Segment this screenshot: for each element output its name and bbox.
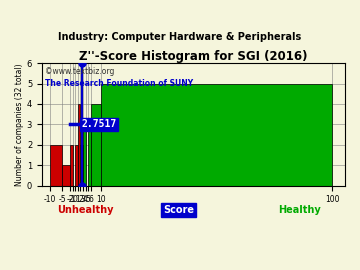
Text: 2.7517: 2.7517: [82, 119, 117, 129]
Text: Healthy: Healthy: [278, 205, 321, 215]
Bar: [101, 83, 332, 186]
Bar: [91, 104, 101, 186]
Bar: [62, 165, 70, 186]
Bar: [78, 104, 80, 186]
Text: ©www.textbiz.org: ©www.textbiz.org: [45, 67, 114, 76]
Bar: [50, 145, 62, 186]
Text: Industry: Computer Hardware & Peripherals: Industry: Computer Hardware & Peripheral…: [58, 32, 302, 42]
Text: Unhealthy: Unhealthy: [57, 205, 113, 215]
Bar: [88, 124, 91, 186]
Bar: [83, 124, 86, 186]
Bar: [80, 145, 83, 186]
Bar: [70, 145, 73, 186]
Text: Score: Score: [163, 205, 194, 215]
Title: Z''-Score Histogram for SGI (2016): Z''-Score Histogram for SGI (2016): [79, 50, 308, 63]
Bar: [75, 145, 78, 186]
Y-axis label: Number of companies (32 total): Number of companies (32 total): [15, 63, 24, 186]
Text: The Research Foundation of SUNY: The Research Foundation of SUNY: [45, 79, 193, 88]
